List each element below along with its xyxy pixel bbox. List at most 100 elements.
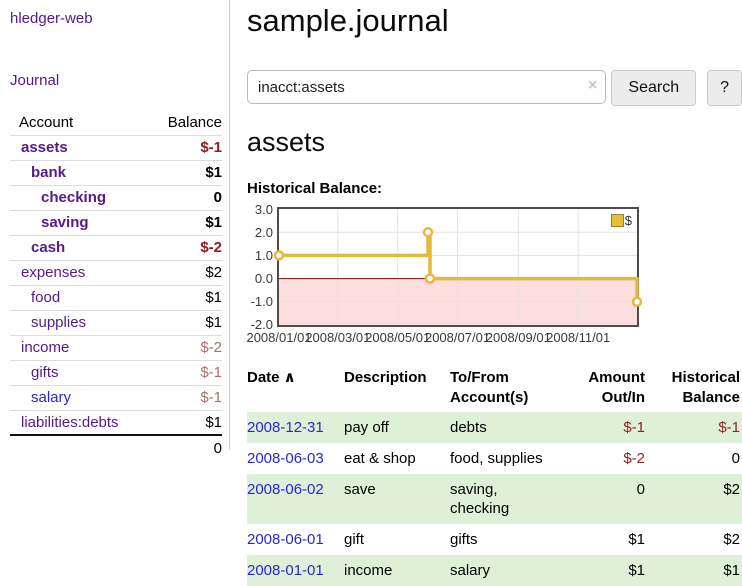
- account-link-liabilities-debts[interactable]: liabilities:debts: [21, 413, 119, 431]
- transaction-date-link[interactable]: 2008-06-02: [247, 481, 324, 498]
- transaction-accounts: salary: [450, 562, 491, 579]
- account-link-saving[interactable]: saving: [41, 214, 89, 231]
- account-balance: $2: [205, 264, 222, 281]
- transaction-date-link[interactable]: 2008-06-01: [247, 531, 324, 548]
- transaction-balance: $1: [723, 562, 740, 579]
- transaction-date-link[interactable]: 2008-12-31: [247, 419, 324, 436]
- y-tick-label: -2.0: [250, 317, 273, 332]
- account-balance: $-1: [200, 364, 222, 381]
- y-tick-label: 3.0: [254, 202, 273, 217]
- account-row-assets: assets $-1: [10, 136, 222, 161]
- transaction-amount: 0: [636, 481, 645, 498]
- account-balance: $1: [205, 214, 222, 231]
- transaction-balance: $2: [723, 531, 740, 548]
- historical-balance-chart: 3.0 2.0 1.0 0.0 -1.0 -2.0: [246, 203, 742, 347]
- account-link-income[interactable]: income: [21, 339, 70, 356]
- x-tick-label: 2008/09/01: [485, 330, 551, 345]
- search-form: × Search ?: [247, 70, 742, 106]
- x-tick-label: 2008/11/01: [546, 330, 611, 345]
- account-link-checking[interactable]: checking: [41, 189, 107, 206]
- data-point-marker: [422, 226, 434, 238]
- legend-label: $: [624, 213, 632, 228]
- account-link-expenses[interactable]: expenses: [21, 264, 86, 281]
- account-link-bank[interactable]: bank: [31, 164, 67, 181]
- transaction-accounts: saving, checking: [450, 481, 510, 517]
- y-tick-label: 1.0: [254, 248, 273, 263]
- account-row-saving: saving $1: [10, 211, 222, 236]
- account-link-assets[interactable]: assets: [21, 139, 68, 156]
- search-input[interactable]: [247, 70, 607, 104]
- account-row-salary: salary $-1: [10, 386, 222, 411]
- transaction-description: save: [344, 481, 376, 498]
- y-tick-label: 0.0: [254, 271, 273, 286]
- data-point-marker: [424, 273, 436, 284]
- search-button[interactable]: Search: [611, 70, 697, 106]
- account-balance: $-2: [200, 239, 222, 256]
- transaction-accounts: debts: [450, 419, 487, 436]
- account-row-cash: cash $-2: [10, 236, 222, 261]
- description-column-header: Description: [344, 369, 427, 386]
- transaction-balance: $-1: [718, 419, 740, 436]
- account-link-supplies[interactable]: supplies: [31, 314, 87, 331]
- x-tick-label: 2008/01/01: [246, 330, 312, 345]
- transaction-accounts: gifts: [450, 531, 478, 548]
- account-balance: $1: [205, 413, 222, 431]
- accounts-table: Account Balance assets $-1 bank $1 check…: [10, 110, 222, 461]
- account-row-income: income $-2: [10, 336, 222, 361]
- account-link-gifts[interactable]: gifts: [31, 364, 59, 381]
- register-row: 2008-01-01 income salary $1 $1: [247, 555, 742, 586]
- account-row-supplies: supplies $1: [10, 311, 222, 336]
- clear-search-icon[interactable]: ×: [588, 77, 598, 94]
- page-title: sample.journal: [247, 3, 449, 38]
- accounts-total-row: 0: [10, 436, 222, 461]
- date-column-header[interactable]: Date ∧: [247, 369, 296, 386]
- help-button[interactable]: ?: [707, 70, 742, 106]
- account-row-food: food $1: [10, 286, 222, 311]
- account-link-salary[interactable]: salary: [31, 389, 72, 406]
- transaction-accounts: food, supplies: [450, 450, 543, 467]
- data-point-markers: [273, 226, 643, 308]
- transaction-amount: $1: [628, 531, 645, 548]
- amount-column-header: Amount Out/In: [588, 369, 645, 406]
- transaction-date-link[interactable]: 2008-01-01: [247, 562, 324, 579]
- register-table: Date ∧ Description To/From Account(s) Am…: [247, 366, 742, 586]
- search-input-wrap: ×: [247, 70, 607, 104]
- account-balance: $1: [205, 314, 222, 331]
- transaction-description: gift: [344, 531, 365, 548]
- sidebar-item-journal[interactable]: Journal: [10, 72, 60, 89]
- account-column-header: Account: [19, 113, 74, 131]
- account-row-expenses: expenses $2: [10, 261, 222, 286]
- account-link-food[interactable]: food: [31, 289, 61, 306]
- register-row: 2008-06-01 gift gifts $1 $2: [247, 524, 742, 555]
- legend-swatch-icon: [610, 214, 624, 227]
- main-content: sample.journal × Search ? assets Histori…: [246, 0, 742, 586]
- transaction-amount: $1: [628, 562, 645, 579]
- register-row: 2008-06-03 eat & shop food, supplies $-2…: [247, 443, 742, 474]
- transaction-balance: $2: [723, 481, 740, 498]
- account-link-cash[interactable]: cash: [31, 239, 66, 256]
- transaction-description: pay off: [344, 419, 389, 436]
- transaction-date-link[interactable]: 2008-06-03: [247, 450, 324, 467]
- y-tick-label: -1.0: [250, 294, 273, 309]
- account-row-liabilities-debts: liabilities:debts $1: [10, 411, 222, 436]
- balance-chart-svg: [273, 209, 643, 325]
- account-heading: assets: [247, 127, 326, 157]
- sidebar: hledger-web Journal Account Balance asse…: [0, 0, 230, 457]
- account-balance: $-1: [200, 139, 222, 156]
- register-row: 2008-06-02 save saving, checking 0 $2: [247, 474, 742, 524]
- account-balance: $1: [205, 289, 222, 306]
- transaction-balance: 0: [731, 450, 740, 467]
- account-row-bank: bank $1: [10, 161, 222, 186]
- transaction-description: eat & shop: [344, 450, 416, 467]
- accounts-column-header: To/From Account(s): [450, 369, 529, 406]
- y-tick-label: 2.0: [254, 225, 273, 240]
- balance-column-header: Historical Balance: [671, 369, 740, 406]
- plot-area: $: [273, 207, 643, 327]
- register-header-row: Date ∧ Description To/From Account(s) Am…: [247, 366, 742, 412]
- historical-balance-label: Historical Balance:: [247, 180, 383, 197]
- gridlines: [279, 209, 637, 325]
- data-point-marker: [273, 250, 285, 261]
- accounts-table-header: Account Balance: [10, 110, 222, 136]
- app-title-link[interactable]: hledger-web: [10, 10, 93, 27]
- x-axis-labels: 2008/01/01 2008/03/01 2008/05/01 2008/07…: [246, 330, 637, 346]
